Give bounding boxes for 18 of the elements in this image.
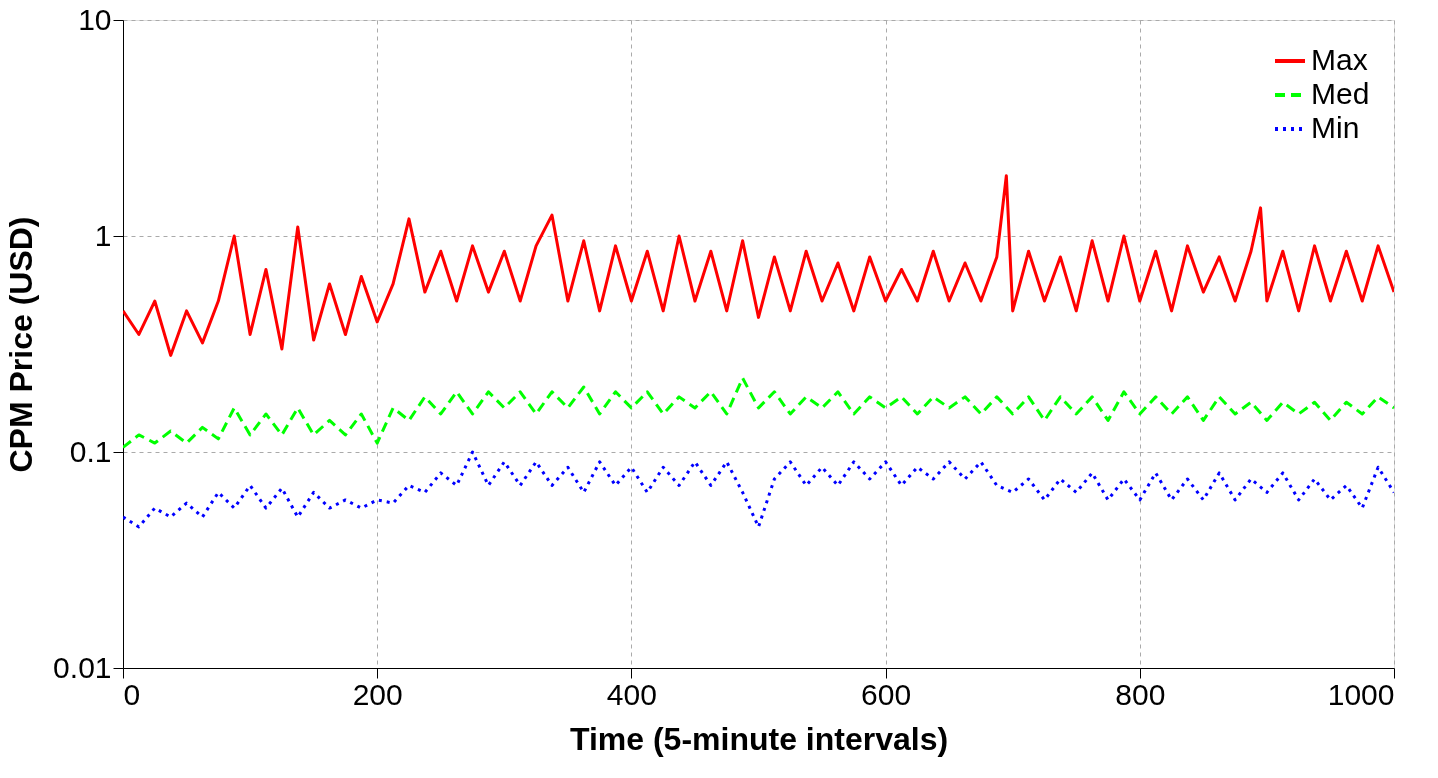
- y-tick-label: 0.01: [53, 650, 112, 684]
- y-tick-label: 0.1: [69, 434, 112, 468]
- x-tick-label: 800: [1115, 677, 1166, 711]
- line-series: [123, 174, 1394, 357]
- legend-label: Max: [1311, 43, 1368, 76]
- line-series: [123, 450, 1394, 529]
- y-tick-label: 1: [94, 218, 112, 252]
- x-tick-label: 400: [606, 677, 657, 711]
- legend-label: Min: [1311, 111, 1360, 144]
- x-tick-label: 1000: [1327, 677, 1395, 711]
- line-series: [123, 376, 1394, 449]
- legend-label: Med: [1311, 77, 1370, 110]
- x-tick-label: 0: [123, 677, 141, 711]
- y-tick-label: 10: [78, 2, 112, 36]
- x-axis-title: Time (5-minute intervals): [569, 720, 949, 757]
- y-axis-title: CPM Price (USD): [3, 216, 40, 473]
- x-tick-label: 600: [861, 677, 912, 711]
- x-tick-label: 200: [352, 677, 403, 711]
